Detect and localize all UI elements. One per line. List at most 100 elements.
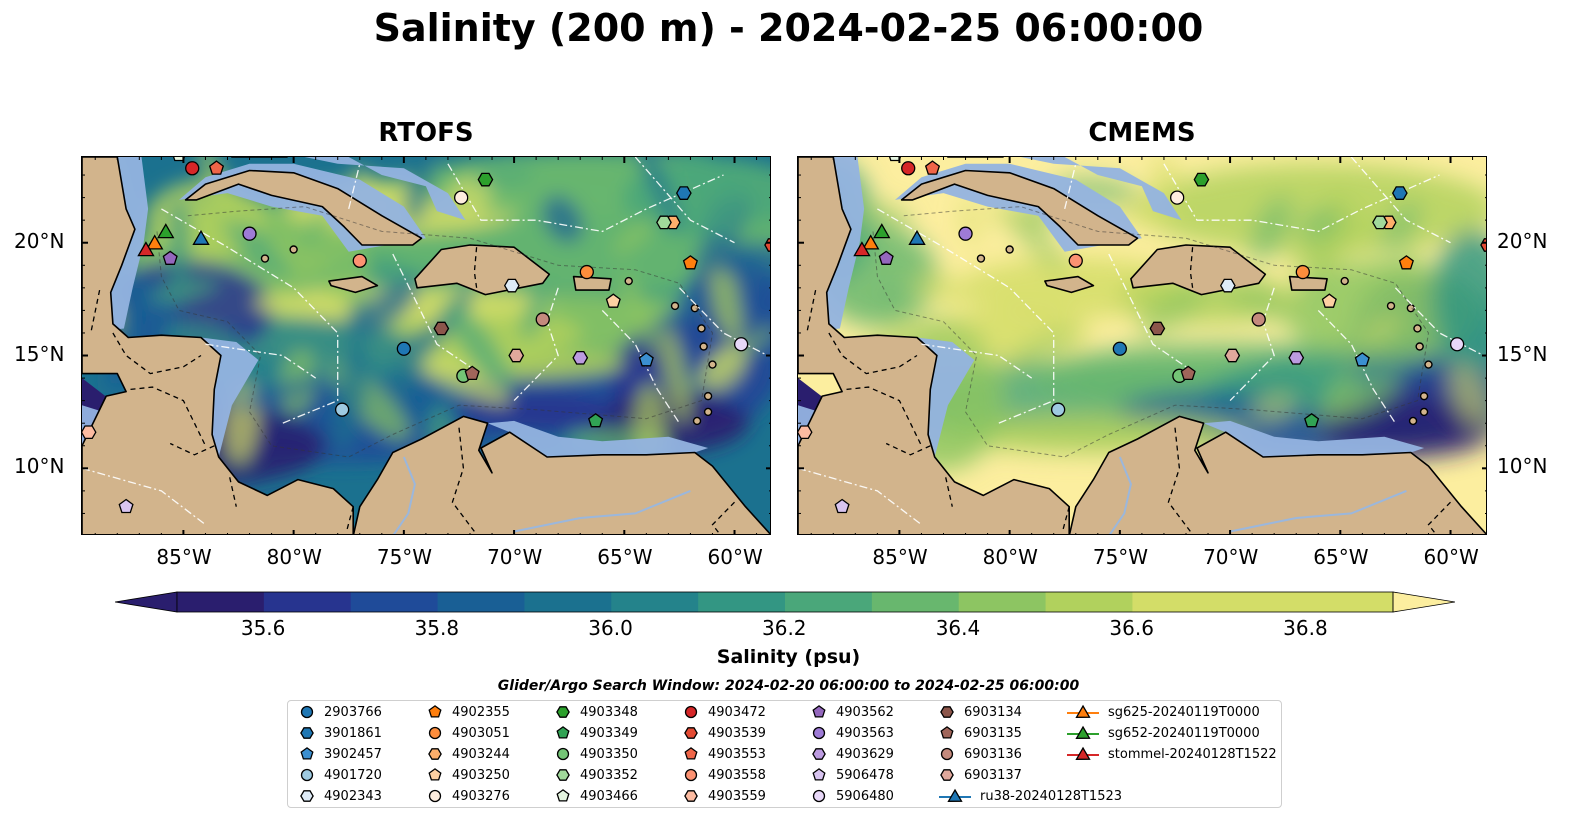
legend-marker [684, 790, 698, 802]
legend-entry: 4903349 [554, 725, 638, 741]
legend-circle-icon [812, 789, 826, 803]
legend-label: 2903766 [324, 704, 382, 720]
colorbar-tick-label: 35.8 [414, 616, 460, 640]
marker-4903553 [208, 160, 225, 175]
lon-tick-label: 60°W [707, 545, 763, 569]
legend-label: 4903629 [836, 746, 894, 762]
legend-marker [684, 705, 698, 719]
marker-6903134 [1149, 321, 1166, 336]
marker-6903137 [508, 348, 525, 363]
panel-title-cmems: CMEMS [1088, 118, 1196, 148]
marker-4903352 [1372, 215, 1388, 230]
legend-marker [428, 705, 442, 718]
legend-label: 6903134 [964, 704, 1022, 720]
marker-ru38-20240128T1523 [908, 229, 926, 245]
legend-line-triangle-icon [939, 788, 971, 802]
colorbar-bin [698, 592, 786, 612]
legend-pentagon-icon [684, 747, 698, 760]
legend-entry: 4903276 [426, 788, 510, 804]
lat-tick-label-right: 10°N [1497, 454, 1548, 479]
legend-label: 4901720 [324, 767, 382, 783]
marker-4903352 [656, 215, 672, 230]
legend-label: 4903350 [580, 746, 638, 762]
legend-entry: stommel-20240128T1522 [1066, 746, 1277, 762]
legend-entry: 4903553 [682, 746, 766, 762]
marker-4903553 [924, 160, 941, 175]
salinity-colorbar [115, 591, 1455, 613]
colorbar-bin [1045, 592, 1134, 612]
legend-marker [940, 769, 954, 781]
legend-line-triangle-icon [1067, 704, 1099, 718]
legend-pentagon-icon [428, 768, 442, 781]
legend-label: 3901861 [324, 725, 382, 741]
legend-entry: 6903137 [938, 767, 1022, 783]
legend-entry: sg625-20240119T0000 [1066, 704, 1260, 720]
colorbar-tick-label: 36.6 [1109, 616, 1154, 640]
legend-marker [812, 789, 826, 803]
legend-label: 4903244 [452, 746, 510, 762]
marker-4903051 [579, 264, 594, 280]
legend-label: 4903553 [708, 746, 766, 762]
legend-marker [556, 706, 570, 718]
marker-4903629 [572, 350, 589, 365]
marker-4903250 [1321, 293, 1337, 308]
colorbar-tick-label: 35.6 [240, 616, 286, 640]
legend-entry: 4903348 [554, 704, 638, 720]
legend-label: 4903539 [708, 725, 766, 741]
marker-sg625-20240119T0000 [146, 234, 164, 250]
legend-entry: ru38-20240128T1523 [938, 788, 1122, 804]
legend-entry: 4903562 [810, 704, 894, 720]
observation-legend: 2903766 3901861 3902457 4901720 4902343 49023… [287, 700, 1282, 808]
legend-hexagon-icon [556, 706, 570, 718]
marker-4903250 [605, 293, 621, 308]
search-window-label: Glider/Argo Search Window: 2024-02-20 06… [497, 678, 1080, 694]
colorbar-tick-label: 36.2 [762, 616, 807, 640]
marker-4903349 [1304, 412, 1320, 428]
legend-marker [684, 727, 698, 739]
legend-marker [428, 726, 442, 740]
colorbar-bin [1219, 592, 1307, 612]
legend-marker [300, 747, 314, 760]
legend-marker [300, 727, 314, 739]
marker-4903563 [958, 226, 973, 241]
legend-hexagon-icon [940, 706, 954, 718]
lon-tick-label: 80°W [266, 545, 322, 569]
legend-entry: 4903244 [426, 746, 510, 762]
legend-marker [684, 747, 698, 760]
legend-marker [812, 726, 826, 740]
legend-pentagon-icon [300, 747, 314, 760]
marker-4903562 [878, 250, 894, 265]
marker-4902355 [1398, 255, 1414, 270]
marker-4903472 [185, 161, 200, 176]
marker-4903276 [454, 190, 469, 205]
marker-4903559 [798, 425, 813, 440]
marker-4903559 [82, 425, 97, 440]
legend-entry: 4902343 [298, 788, 382, 804]
marker-5906480 [1449, 337, 1465, 352]
marker-3902457 [1354, 352, 1370, 367]
legend-marker [812, 705, 826, 718]
marker-4903558 [352, 253, 367, 268]
colorbar-bin [611, 592, 699, 612]
legend-label: sg652-20240119T0000 [1108, 725, 1260, 741]
marker-4902343 [1219, 278, 1236, 293]
marker-6903134 [433, 321, 450, 336]
legend-entry: 6903135 [938, 725, 1022, 741]
colorbar-tick-label: 36.0 [588, 616, 633, 640]
legend-marker [684, 768, 698, 782]
marker-4903562 [162, 250, 178, 265]
marker-2903766 [1112, 341, 1128, 356]
legend-entry: 4902355 [426, 704, 510, 720]
lon-tick-label: 65°W [597, 545, 653, 569]
marker-6903136 [535, 312, 550, 327]
marker-5906480 [733, 337, 749, 352]
legend-label: 6903137 [964, 767, 1022, 783]
legend-marker [556, 789, 570, 802]
colorbar-bin [263, 592, 352, 612]
legend-label: 4903349 [580, 725, 638, 741]
legend-marker [300, 790, 314, 802]
legend-circle-icon [300, 768, 314, 782]
marker-sg652-20240119T0000 [157, 223, 175, 239]
legend-line-triangle-icon [1067, 746, 1099, 760]
legend-label: 4903250 [452, 767, 510, 783]
